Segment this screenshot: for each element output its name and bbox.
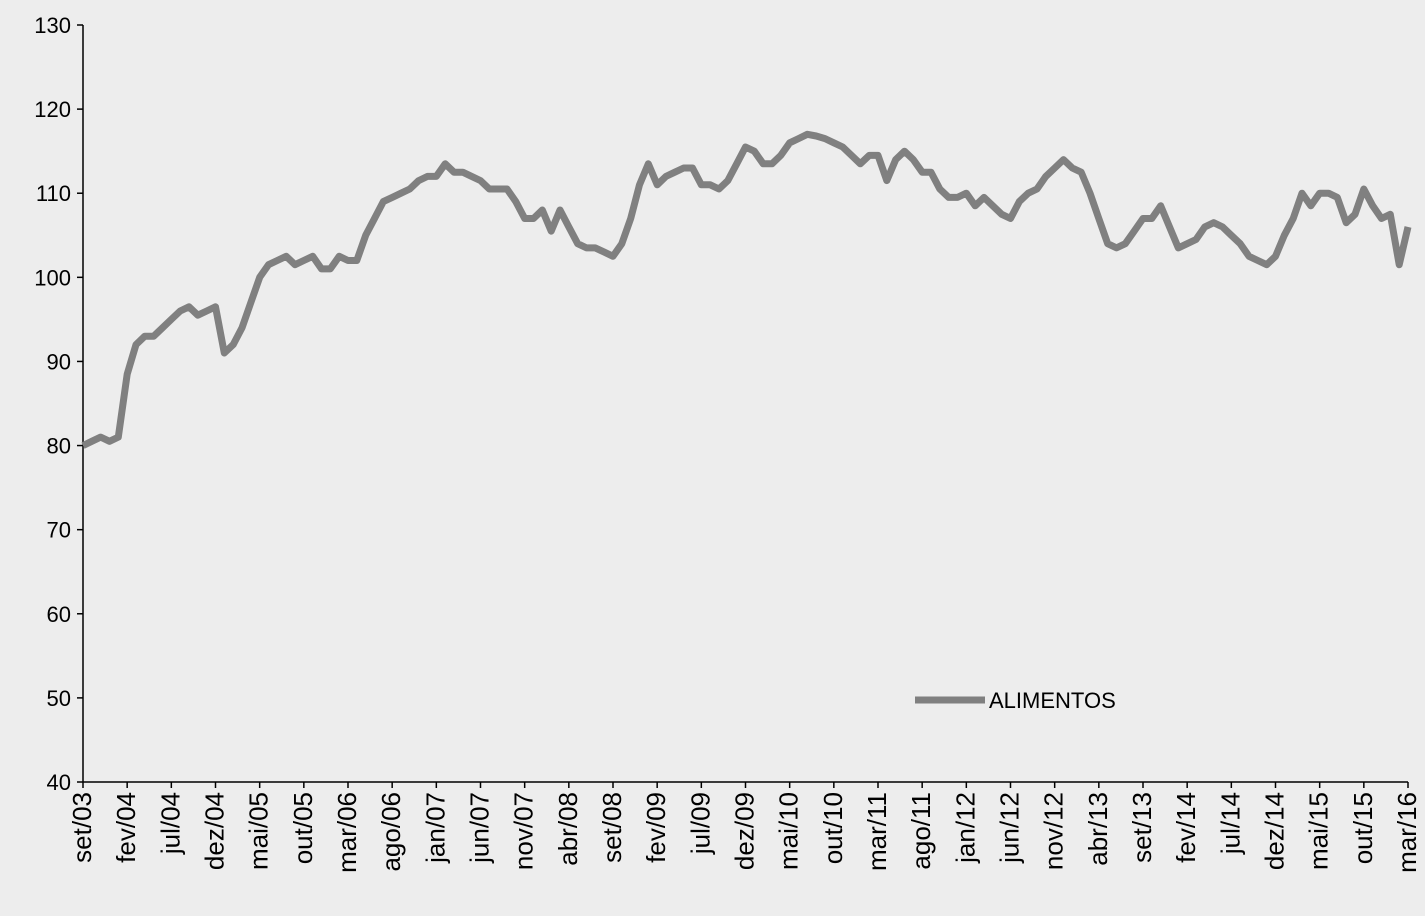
x-tick-label: jul/09 [685,792,715,855]
x-tick-label: dez/09 [730,792,760,870]
x-tick-label: mai/05 [244,792,274,870]
y-tick-label: 110 [36,181,71,206]
x-tick-label: dez/04 [200,792,230,870]
y-tick-label: 50 [47,686,71,711]
x-tick-label: ago/11 [906,792,936,870]
x-tick-label: jun/07 [465,792,495,864]
y-tick-label: 120 [34,97,71,122]
x-tick-label: fev/09 [641,792,671,863]
x-tick-label: abr/08 [553,792,583,866]
y-tick-label: 60 [47,602,71,627]
x-tick-label: jul/04 [155,792,185,855]
x-tick-label: mai/10 [774,792,804,870]
x-tick-label: mai/15 [1304,792,1334,870]
x-tick-label: jun/12 [995,792,1025,864]
x-tick-label: out/10 [818,792,848,864]
x-tick-label: mar/11 [862,792,892,871]
x-tick-label: dez/14 [1260,792,1290,870]
legend-label: ALIMENTOS [989,688,1116,713]
x-tick-label: abr/13 [1083,792,1113,866]
y-tick-label: 80 [47,434,71,459]
x-tick-label: jul/14 [1215,792,1245,855]
x-tick-label: fev/04 [111,792,141,863]
x-tick-label: set/13 [1127,792,1157,863]
x-tick-label: out/05 [288,792,318,864]
x-tick-label: jan/12 [950,792,980,864]
x-tick-label: nov/07 [509,792,539,870]
x-tick-label: jan/07 [420,792,450,864]
y-tick-label: 40 [47,770,71,795]
x-tick-label: nov/12 [1039,792,1069,870]
x-tick-label: out/15 [1348,792,1378,864]
x-tick-label: mar/16 [1392,792,1422,873]
series-line [81,130,1412,449]
y-tick-label: 100 [34,265,71,290]
x-tick-label: set/08 [597,792,627,863]
y-tick-label: 70 [47,518,71,543]
y-tick-label: 130 [34,13,71,38]
x-tick-label: mar/06 [332,792,362,873]
y-tick-label: 90 [47,349,71,374]
x-tick-label: set/03 [67,792,97,863]
x-tick-label: ago/06 [376,792,406,872]
x-tick-label: fev/14 [1171,792,1201,863]
